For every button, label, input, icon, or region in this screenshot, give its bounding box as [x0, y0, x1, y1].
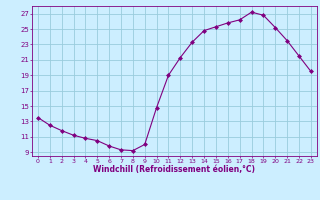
X-axis label: Windchill (Refroidissement éolien,°C): Windchill (Refroidissement éolien,°C) — [93, 165, 255, 174]
